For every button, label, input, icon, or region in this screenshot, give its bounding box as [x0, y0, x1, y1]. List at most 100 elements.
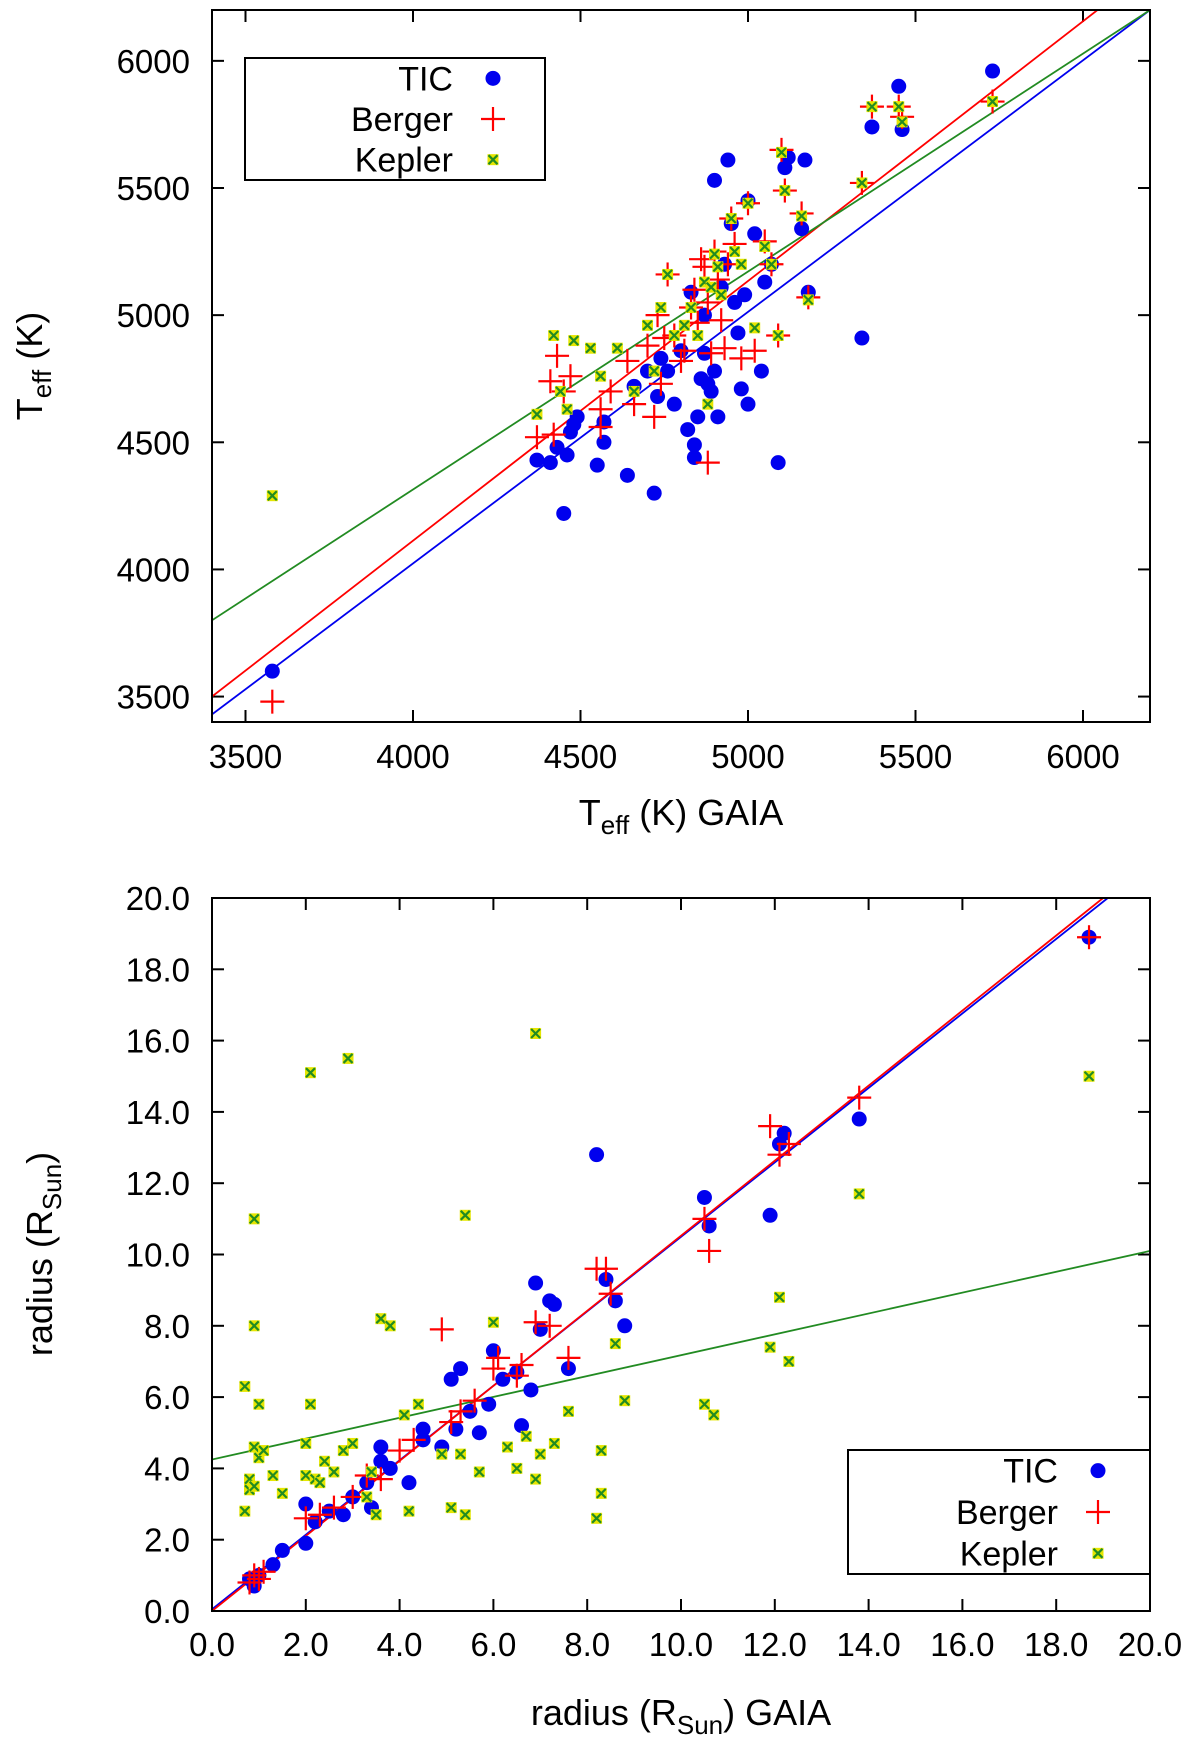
- teff-ytick-label: 5500: [117, 170, 190, 207]
- radius-point-kepler-b: [300, 1470, 312, 1481]
- teff-point-tic: [854, 330, 870, 346]
- radius-point-berger: [448, 1399, 473, 1424]
- teff-point-kepler: [856, 177, 868, 189]
- radius-point-berger: [401, 1427, 426, 1452]
- teff-point-berger: [538, 369, 563, 394]
- teff-point-kepler-b: [749, 322, 760, 334]
- teff-point-kepler: [678, 319, 690, 331]
- teff-point-kepler: [759, 240, 771, 252]
- teff-point-tic: [737, 287, 753, 303]
- teff-point-tic: [770, 455, 786, 471]
- teff-legend-label-tic: TIC: [398, 60, 453, 98]
- teff-point-tic: [864, 119, 880, 135]
- radius-point-berger: [847, 1085, 872, 1110]
- teff-point-kepler: [987, 96, 999, 108]
- teff-point-berger: [672, 338, 697, 363]
- teff-point-kepler-b: [662, 269, 673, 280]
- radius-plot-area: [212, 898, 1150, 1611]
- teff-x-axis-title-subscript: eff: [601, 810, 630, 840]
- radius-point-kepler: [258, 1445, 270, 1457]
- radius-point-kepler: [520, 1430, 532, 1442]
- radius-point-kepler: [459, 1209, 471, 1221]
- radius-point-kepler: [361, 1491, 373, 1503]
- radius-ytick-label: 16.0: [126, 1023, 190, 1060]
- radius-point-berger: [758, 1114, 783, 1139]
- teff-point-kepler-b: [585, 342, 596, 354]
- radius-point-berger: [697, 1238, 722, 1263]
- teff-fit-line-berger: [212, 10, 1099, 698]
- teff-ytick-label: 4000: [117, 551, 190, 588]
- radius-ytick-label: 8.0: [144, 1308, 190, 1345]
- teff-legend-label-kepler: Kepler: [355, 142, 453, 180]
- teff-point-berger: [524, 425, 549, 450]
- radius-point-kepler: [365, 1466, 377, 1478]
- teff-point-kepler: [702, 398, 714, 410]
- radius-ytick-label: 10.0: [126, 1237, 190, 1274]
- radius-point-kepler-b: [455, 1448, 466, 1460]
- radius-xtick-label: 16.0: [930, 1626, 994, 1663]
- radius-point-kepler: [253, 1398, 265, 1410]
- teff-point-kepler: [648, 365, 660, 377]
- radius-x-axis-title-subscript: Sun: [677, 1710, 723, 1740]
- radius-xtick-label: 4.0: [377, 1626, 423, 1663]
- radius-point-kepler-b: [413, 1398, 424, 1410]
- radius-point-kepler-b: [253, 1398, 265, 1410]
- teff-point-berger: [648, 371, 673, 396]
- teff-point-kepler-b: [866, 101, 878, 112]
- teff-point-kepler: [709, 248, 720, 260]
- radius-point-tic: [495, 1371, 511, 1387]
- radius-point-kepler-b: [511, 1463, 523, 1474]
- teff-point-kepler-b: [267, 490, 278, 501]
- radius-point-kepler-b: [1083, 1070, 1095, 1082]
- radius-point-tic: [274, 1542, 290, 1558]
- radius-point-kepler: [314, 1477, 326, 1489]
- teff-point-berger: [642, 404, 667, 429]
- radius-point-kepler: [853, 1188, 865, 1200]
- teff-point-tic: [753, 363, 769, 379]
- teff-plot-frame: [211, 9, 1151, 723]
- teff-point-kepler: [531, 408, 543, 420]
- radius-point-berger: [593, 1256, 618, 1281]
- radius-point-kepler-b: [305, 1398, 316, 1410]
- radius-point-kepler: [530, 1473, 542, 1485]
- radius-point-kepler: [304, 1398, 316, 1410]
- radius-point-kepler: [370, 1509, 382, 1521]
- teff-point-tic: [653, 350, 669, 366]
- radius-point-kepler-b: [375, 1313, 387, 1324]
- radius-point-kepler-b: [502, 1441, 513, 1453]
- radius-point-berger: [509, 1353, 534, 1378]
- radius-point-kepler-b: [610, 1338, 621, 1349]
- radius-point-kepler-b: [549, 1438, 560, 1449]
- radius-y-axis-title-rest: ): [19, 1152, 60, 1164]
- teff-point-kepler-b: [692, 330, 704, 341]
- radius-point-kepler: [562, 1405, 574, 1417]
- teff-point-tic: [619, 467, 635, 483]
- teff-point-tic: [703, 383, 719, 399]
- radius-point-berger: [293, 1506, 318, 1531]
- teff-point-tic: [720, 152, 736, 168]
- radius-point-kepler: [487, 1316, 499, 1328]
- radius-point-kepler: [342, 1052, 354, 1064]
- teff-point-kepler-b: [648, 365, 660, 377]
- radius-point-tic: [265, 1557, 281, 1573]
- teff-point-kepler-b: [772, 330, 784, 341]
- teff-point-kepler-b: [796, 210, 807, 222]
- teff-point-kepler: [796, 210, 808, 222]
- radius-point-tic: [589, 1147, 605, 1163]
- teff-point-kepler-b: [712, 261, 724, 273]
- radius-point-kepler-b: [305, 1067, 316, 1078]
- teff-point-berger: [742, 338, 767, 363]
- teff-point-berger: [558, 364, 583, 389]
- teff-point-tic: [589, 457, 605, 473]
- teff-point-tic: [690, 409, 706, 425]
- radius-point-berger: [307, 1502, 332, 1527]
- radius-point-tic: [401, 1475, 417, 1491]
- teff-point-tic: [650, 389, 666, 405]
- teff-point-tic: [707, 172, 722, 188]
- teff-point-kepler-b: [699, 276, 710, 288]
- radius-point-kepler: [698, 1398, 710, 1410]
- teff-point-berger: [695, 450, 720, 475]
- radius-point-kepler-b: [436, 1448, 448, 1460]
- radius-point-kepler-b: [699, 1398, 710, 1410]
